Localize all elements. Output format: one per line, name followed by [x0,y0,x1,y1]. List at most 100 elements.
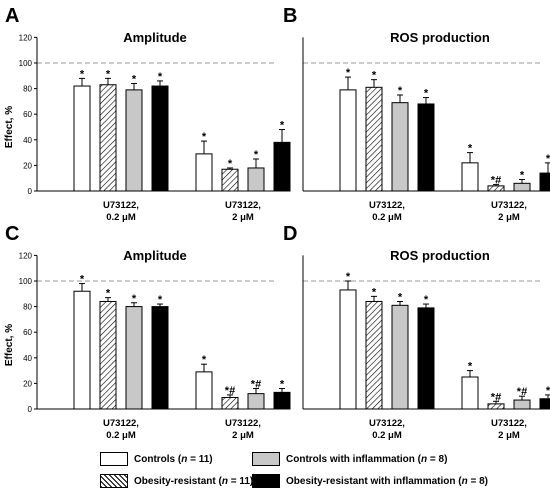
bar-obesity-inflammation [417,307,435,410]
category-label: 0.2 μM [372,430,402,440]
bar-controls [339,289,357,410]
significance-mark: * [372,286,377,298]
bar-controls [195,371,213,410]
bar-controls [73,85,91,192]
y-tick-label: 20 [23,379,32,388]
bar-obesity-resistant [99,84,117,192]
y-tick-label: 60 [23,328,32,337]
significance-mark: * [346,271,351,283]
bar-obesity-resistant [487,403,505,410]
significance-mark: * [158,71,163,83]
y-tick-label: 0 [28,187,33,196]
significance-mark: * [346,67,351,79]
legend-item-obesity-inflammation: Obesity-resistant with inflammation (n =… [252,472,488,490]
significance-mark: * [546,153,550,165]
legend-label-controls-inflammation-pre: Controls with inflammation ( [286,453,421,465]
panel-title: ROS production [390,248,490,263]
significance-mark: * [106,288,111,300]
legend-label-controls-pre: Controls ( [134,453,182,465]
category-label: 2 μM [498,430,520,440]
bar-controls [73,290,91,410]
category-label: 2 μM [232,212,254,223]
significance-mark: * [398,291,403,303]
y-tick-label: 120 [19,251,33,260]
bar-obesity-resistant [221,396,239,410]
bar-controls-inflammation [513,399,531,410]
y-tick-label: 40 [23,136,32,145]
y-tick-label: 80 [23,85,32,94]
significance-mark: *# [517,386,527,398]
significance-mark: * [80,274,85,286]
legend-swatch-obesity-resistant [100,474,128,488]
y-tick-label: 80 [23,303,32,312]
significance-mark: * [228,158,233,170]
panel-title: Amplitude [123,30,187,45]
legend-label-controls-n: n [181,453,188,465]
bar-controls-inflammation [125,306,143,410]
category-label: 2 μM [498,212,520,223]
category-label: U73122, [103,418,139,429]
bar-obesity-inflammation [539,398,550,410]
legend-label-controls-post: = 11) [187,453,213,465]
bar-obesity-inflammation [417,103,435,192]
bar-controls-inflammation [125,89,143,192]
significance-mark: * [202,131,207,143]
y-axis-label: Effect, % [4,106,15,148]
legend-label-obesity-inflammation-pre: Obesity-resistant with inflammation ( [286,475,462,487]
legend-item-obesity-resistant: Obesity-resistant (n = 11) [100,472,253,490]
bar-obesity-inflammation [273,141,291,192]
significance-mark: * [468,361,473,373]
bar-controls-inflammation [247,393,265,410]
bar-controls-inflammation [247,167,265,192]
category-label: U73122, [369,200,405,211]
significance-mark: * [546,385,550,397]
panel-letter: C [5,223,19,245]
legend-label-obesity-inflammation-n: n [461,475,468,487]
bar-obesity-resistant [365,300,383,410]
significance-mark: * [520,169,525,181]
bar-obesity-resistant [99,300,117,410]
significance-mark: * [132,73,137,85]
significance-mark: * [106,68,111,80]
bar-obesity-resistant [487,185,505,192]
bar-controls [461,162,479,192]
significance-mark: * [424,294,429,306]
legend-swatch-controls [100,452,128,466]
bar-obesity-inflammation [151,306,169,410]
panel-letter: D [283,223,297,245]
significance-mark: *# [491,175,501,187]
bar-controls-inflammation [513,182,531,192]
y-tick-label: 20 [23,161,32,170]
category-label: U73122, [369,418,405,429]
bar-obesity-resistant [221,168,239,192]
y-tick-label: 100 [19,277,33,286]
significance-mark: * [424,88,429,100]
legend-item-controls-inflammation: Controls with inflammation (n = 8) [252,450,447,468]
legend-swatch-obesity-inflammation [252,474,280,488]
bar-controls [195,153,213,192]
significance-mark: *# [225,385,235,397]
category-label: 0.2 μM [372,212,402,223]
category-label: U73122, [225,200,261,211]
significance-mark: * [280,379,285,391]
panel-a: A Amplitude 0 20 40 60 80 100 120 Effect, % * * * * U7… [4,5,291,223]
bar-controls [461,376,479,410]
y-tick-label: 120 [19,33,33,42]
category-label: 2 μM [232,430,254,440]
panel-c: C Amplitude 0 20 40 60 80 100 120 Effect, % * * * * U7… [4,223,291,440]
y-tick-label: 0 [28,405,33,414]
bar-obesity-inflammation [151,85,169,192]
significance-mark: * [132,293,137,305]
category-label: U73122, [225,418,261,429]
legend-item-controls: Controls (n = 11) [100,450,213,468]
category-label: U73122, [491,418,527,429]
significance-mark: * [158,294,163,306]
legend-label-obesity-resistant-n: n [221,475,228,487]
bar-obesity-resistant [365,86,383,192]
panel-title: ROS production [390,30,490,45]
bar-controls-inflammation [391,304,409,410]
significance-mark: * [280,120,285,132]
legend-label-obesity-resistant-post: = 11) [227,475,254,487]
significance-mark: * [254,149,259,161]
